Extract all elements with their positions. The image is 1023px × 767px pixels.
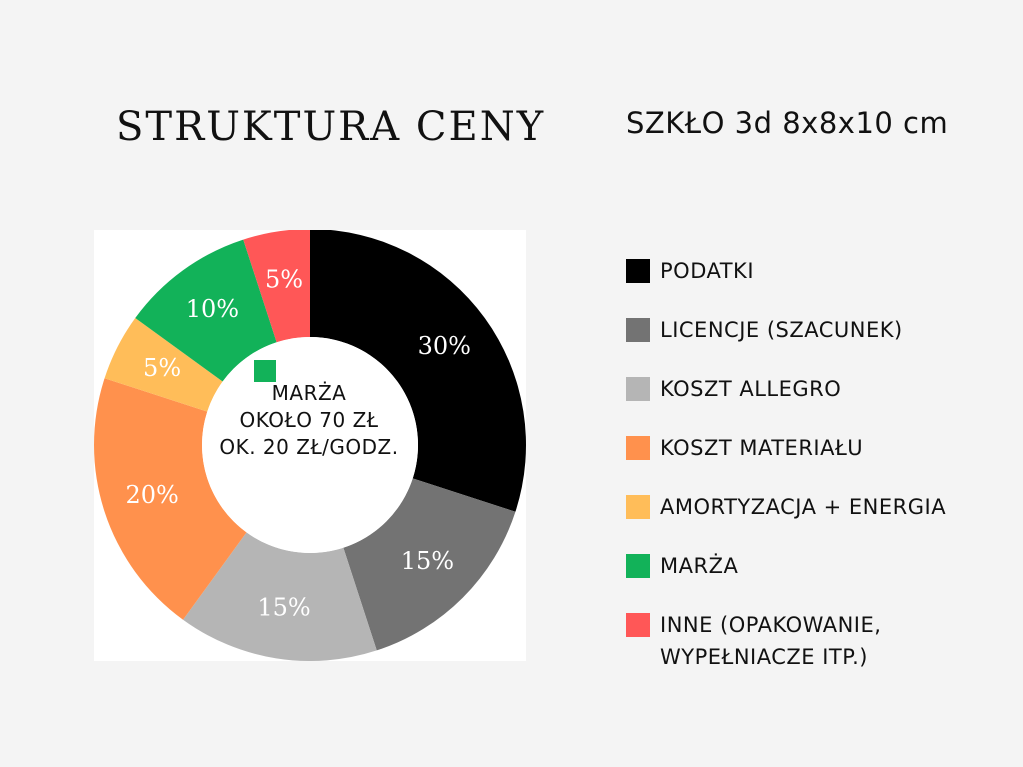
legend-item-amortyzacja: AMORTYZACJA + ENERGIA: [626, 491, 1006, 550]
slice-label-5: 5%: [143, 354, 181, 382]
legend-item-inne: INNE (OPAKOWANIE, WYPEŁNIACZE ITP.): [626, 609, 1006, 669]
legend-swatch: [626, 259, 650, 283]
donut-slice-4: [94, 378, 247, 620]
donut-hole: [202, 337, 418, 553]
legend-label: INNE (OPAKOWANIE, WYPEŁNIACZE ITP.): [660, 613, 882, 669]
legend-label: PODATKI: [660, 259, 755, 283]
legend: PODATKI LICENCJE (SZACUNEK) KOSZT ALLEGR…: [626, 255, 1006, 669]
legend-label: MARŻA: [660, 554, 739, 578]
chart-subtitle: SZKŁO 3d 8x8x10 cm: [626, 106, 949, 140]
donut-slice-7: [243, 230, 310, 343]
center-note-line-2: OKOŁO 70 ZŁ: [239, 408, 379, 432]
legend-swatch: [626, 495, 650, 519]
slice-label-1: 30%: [418, 332, 471, 360]
legend-swatch: [626, 377, 650, 401]
donut-chart: 30% 15% 15% 20% 5% 10% 5%: [94, 230, 526, 661]
center-marza-swatch: [254, 360, 276, 382]
slice-label-7: 5%: [265, 266, 303, 294]
legend-swatch: [626, 318, 650, 342]
center-note-line-3: OK. 20 ZŁ/GODZ.: [219, 435, 399, 459]
legend-swatch: [626, 554, 650, 578]
slice-label-2: 15%: [401, 547, 454, 575]
legend-label: LICENCJE (SZACUNEK): [660, 318, 903, 342]
legend-item-koszt-materialu: KOSZT MATERIAŁU: [626, 432, 1006, 491]
slice-label-4: 20%: [125, 481, 178, 509]
donut-slice-6: [135, 239, 277, 382]
legend-swatch: [626, 613, 650, 637]
chart-panel: 30% 15% 15% 20% 5% 10% 5%: [94, 230, 526, 661]
donut-slice-3: [183, 532, 377, 661]
legend-item-podatki: PODATKI: [626, 255, 1006, 314]
slice-label-6: 10%: [186, 295, 239, 323]
center-note-line-1: MARŻA: [271, 381, 347, 405]
legend-label: AMORTYZACJA + ENERGIA: [660, 495, 947, 519]
legend-item-koszt-allegro: KOSZT ALLEGRO: [626, 373, 1006, 432]
legend-label: KOSZT MATERIAŁU: [660, 436, 864, 460]
center-note: MARŻA OKOŁO 70 ZŁ OK. 20 ZŁ/GODZ.: [206, 380, 412, 461]
donut-slice-5: [104, 318, 223, 412]
legend-label: KOSZT ALLEGRO: [660, 377, 842, 401]
legend-item-marza: MARŻA: [626, 550, 1006, 609]
donut-slice-1: [310, 230, 526, 512]
legend-item-licencje: LICENCJE (SZACUNEK): [626, 314, 1006, 373]
slice-label-3: 15%: [257, 593, 310, 621]
chart-title: STRUKTURA CENY: [116, 104, 546, 150]
donut-slice-2: [343, 478, 516, 651]
legend-swatch: [626, 436, 650, 460]
